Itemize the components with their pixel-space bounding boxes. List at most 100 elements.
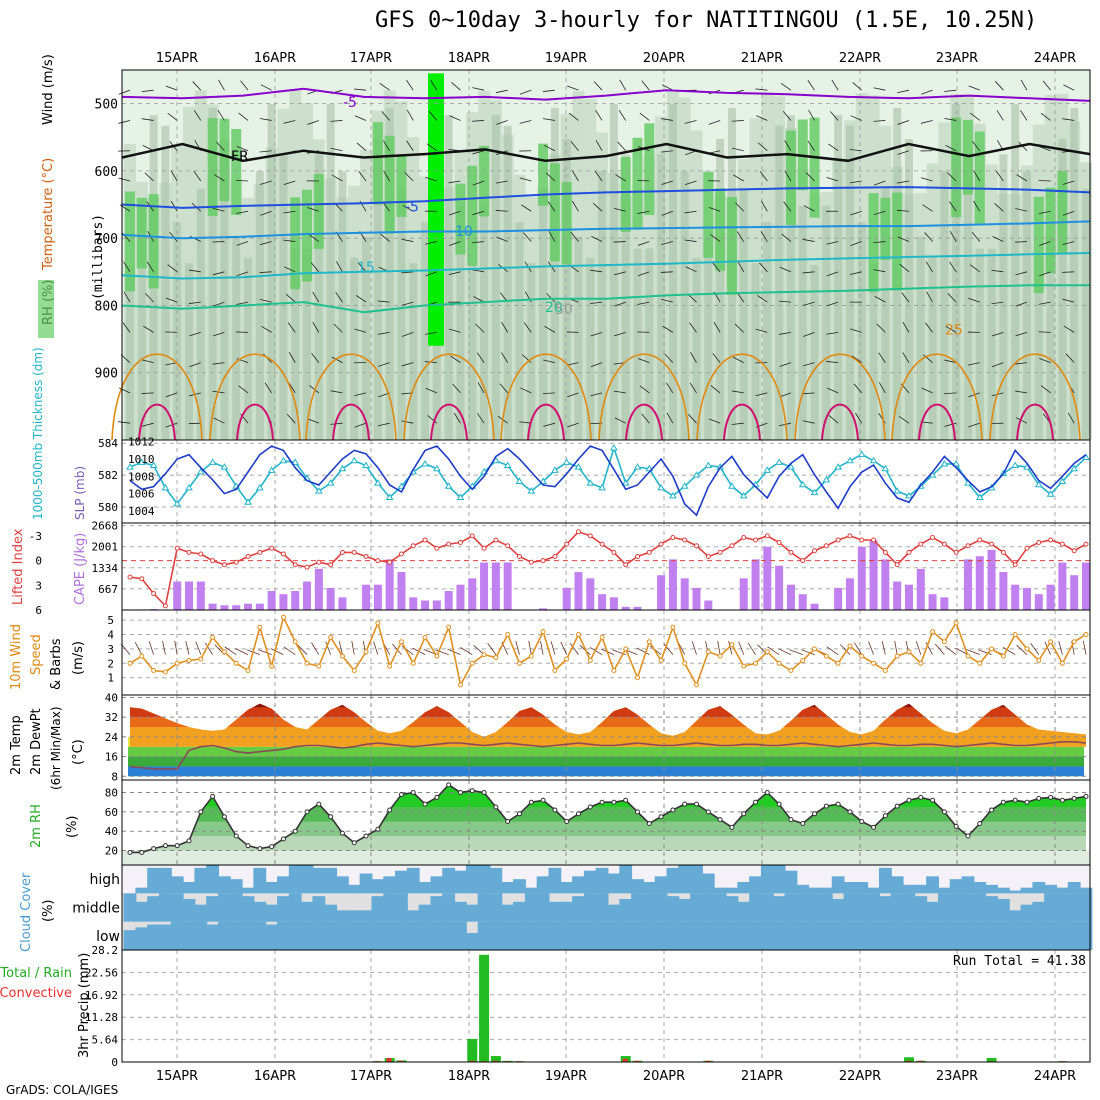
thickness-point	[728, 482, 736, 489]
wind-barb	[354, 115, 367, 121]
wind-barb	[450, 355, 461, 363]
lifted-index-point	[328, 562, 334, 568]
rh-band-green	[290, 197, 301, 290]
wind-barb	[991, 331, 1004, 337]
rh-band-dark	[373, 139, 382, 440]
rh2m-point	[800, 820, 806, 826]
rh-band-dark	[409, 263, 418, 440]
rh2m-point	[481, 790, 487, 796]
wind-barb	[736, 231, 745, 242]
cloud-cell	[737, 901, 751, 922]
wind-speed-point	[363, 649, 369, 655]
rh-band-dark	[550, 107, 559, 441]
wind-speed-point	[882, 668, 888, 674]
lifted-index-point	[1059, 541, 1065, 547]
precip-bar-convective	[917, 1060, 923, 1062]
wind-barb	[996, 110, 1004, 121]
lifted-index-point	[422, 537, 428, 543]
wind-barb	[145, 293, 154, 303]
wind-barb	[712, 352, 721, 363]
cloud-cell	[784, 921, 798, 950]
lifted-index-point	[930, 535, 936, 541]
wind-barb	[690, 352, 697, 363]
wind-barb	[472, 180, 485, 186]
thickness-point	[598, 483, 606, 491]
cloud-cell	[583, 893, 597, 922]
rh-band-dark	[609, 104, 618, 440]
rh2m-point	[812, 811, 818, 817]
rh2m-point	[847, 809, 853, 815]
rh-band-green	[809, 117, 820, 218]
wind-barb	[968, 85, 980, 91]
surface-wind-barb	[560, 641, 568, 655]
wind-barb	[712, 262, 721, 273]
lifted-index-point	[941, 541, 947, 547]
cloud-cell	[1032, 901, 1046, 922]
cloud-cell	[926, 901, 939, 922]
cape-bar	[834, 587, 843, 610]
thickness-point	[869, 456, 878, 464]
lifted-index-point	[446, 541, 452, 547]
rh-band-dark	[208, 107, 217, 440]
wind-barb	[1065, 353, 1075, 363]
wind-barb	[876, 323, 886, 333]
surface-wind-barb	[1003, 647, 1016, 656]
cloud-cell	[206, 865, 220, 894]
cloud-cell	[159, 867, 172, 894]
rh2m-point	[741, 811, 747, 817]
cloud-cell	[985, 921, 998, 950]
temp-band	[128, 756, 1084, 767]
ylabel-cape: CAPE (J/kg)	[73, 533, 88, 605]
cloud-cell	[654, 876, 668, 894]
slp-line	[129, 445, 1087, 517]
isotherm-25	[891, 353, 983, 441]
cape-bar	[232, 605, 241, 610]
wind-speed-point	[339, 653, 345, 659]
isotherm-line	[121, 252, 1091, 280]
wind-barb	[570, 231, 579, 242]
rh-band-dark	[704, 236, 713, 440]
rh-band-dark	[975, 248, 984, 440]
rh2m-point	[717, 817, 723, 823]
date-tick-top: 18APR	[448, 51, 490, 66]
wind-barb	[920, 120, 933, 124]
wind-barb	[949, 201, 957, 212]
rh-band-dark	[786, 115, 795, 441]
cloud-cell	[1079, 887, 1093, 894]
isotherm-30	[625, 403, 663, 441]
wind-speed-point	[233, 660, 239, 666]
wind-barb	[1062, 180, 1075, 185]
rh2m-point	[977, 820, 983, 826]
rh-band-dark	[196, 188, 205, 440]
ylabel-thickness: 1000-500mb Thickness (dm)	[31, 347, 45, 520]
wind-barb	[401, 238, 414, 242]
cape-bar	[432, 600, 441, 610]
cloud-cell	[690, 865, 703, 894]
wind-speed-point	[670, 624, 676, 630]
wind-barb	[425, 387, 438, 394]
ylabel-wind10m-c: & Barbs	[49, 638, 64, 690]
cloud-cell	[489, 893, 503, 922]
wind-barb	[165, 331, 178, 333]
cloud-cell	[1008, 910, 1022, 922]
surface-wind-barb	[487, 643, 497, 655]
wind-speed-point	[186, 657, 192, 663]
contour-label: 50	[555, 302, 573, 318]
wind-speed-point	[457, 682, 463, 688]
wind-speed-point	[245, 668, 251, 674]
wind-barb	[873, 180, 886, 186]
rh-band-green	[632, 137, 643, 230]
temp-hot-band	[130, 717, 1086, 728]
y-tick-cape: 2668	[92, 520, 119, 533]
wind-barb	[141, 118, 154, 121]
ylabel-temp-c: (6hr Min/Max)	[49, 707, 63, 791]
wind-barb	[685, 266, 697, 273]
rh-band-dark	[1011, 104, 1020, 440]
wind-speed-point	[753, 660, 759, 666]
lifted-index-point	[139, 576, 145, 582]
wind-barb	[382, 140, 390, 151]
isotherm-line	[121, 220, 1091, 240]
wind-barb	[283, 180, 296, 186]
thickness-point	[763, 466, 772, 473]
